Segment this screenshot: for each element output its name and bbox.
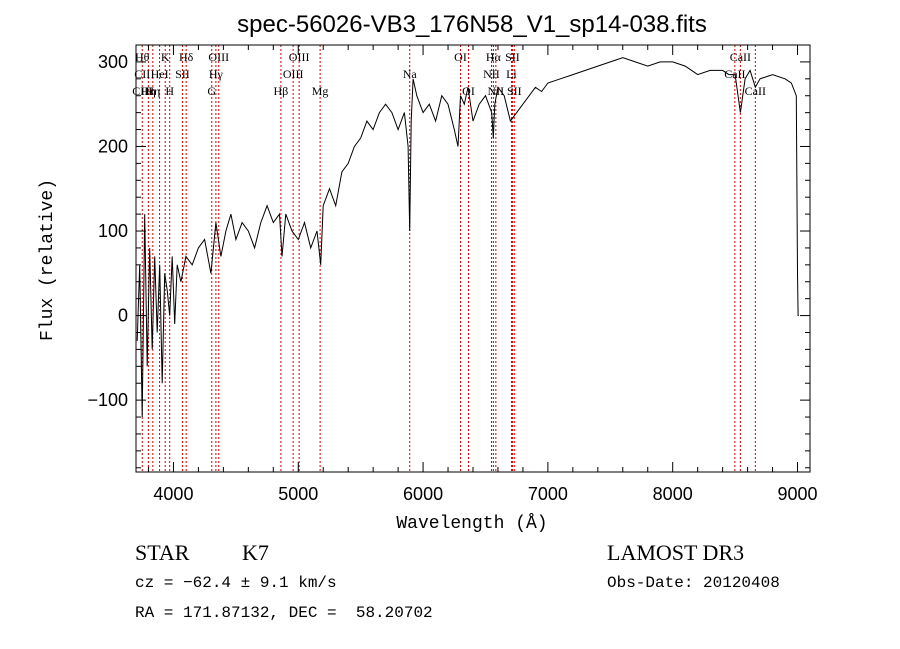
line-label: OI: [454, 50, 467, 64]
y-axis-label: Flux (relative): [38, 179, 58, 341]
y-tick-label: 0: [118, 306, 128, 326]
x-tick-label: 8000: [653, 484, 693, 504]
spectrum-series-flux: [136, 57, 799, 418]
x-tick-label: 9000: [777, 484, 817, 504]
line-label: HeI: [151, 67, 169, 81]
redshift-cz: cz = −62.4 ± 9.1 km/s: [135, 574, 337, 592]
line-label: Li: [506, 67, 517, 81]
y-tick-label: 100: [98, 221, 128, 241]
x-axis: 4000 5000 6000 7000 8000 9000: [147, 45, 818, 504]
line-label: K: [161, 50, 170, 64]
line-label: CaII: [724, 67, 745, 81]
line-label: Hθ: [135, 50, 150, 64]
x-tick-label: 5000: [278, 484, 318, 504]
x-tick-label: 6000: [403, 484, 443, 504]
y-tick-label: 200: [98, 136, 128, 156]
line-label: OI: [462, 84, 475, 98]
line-label: Mg: [312, 84, 329, 98]
y-axis: −100 0 100 200 300: [87, 44, 810, 469]
line-label: NII: [483, 67, 500, 81]
line-label: CaII: [730, 50, 751, 64]
line-label: CaII: [745, 84, 766, 98]
y-tick-label: −100: [87, 390, 128, 410]
x-tick-label: 4000: [153, 484, 193, 504]
chart-title: spec-56026-VB3_176N58_V1_sp14-038.fits: [237, 11, 707, 38]
line-markers: [141, 45, 756, 472]
line-label: OIII: [289, 50, 310, 64]
line-label: OIII: [208, 50, 229, 64]
line-label: Hα: [486, 50, 502, 64]
line-label: NII: [488, 84, 505, 98]
line-label: SII: [507, 84, 522, 98]
coordinates: RA = 171.87132, DEC = 58.20702: [135, 604, 433, 622]
line-label: SII: [505, 50, 520, 64]
x-tick-label: 7000: [528, 484, 568, 504]
survey-name: LAMOST DR3: [607, 540, 745, 565]
line-label: Hη: [145, 84, 160, 98]
x-axis-label: Wavelength (Å): [396, 513, 547, 534]
line-label: Hη: [141, 84, 156, 98]
line-label: OIII: [283, 67, 304, 81]
object-class: STAR: [135, 540, 190, 565]
line-label: CIII: [132, 84, 152, 98]
line-label: H: [165, 84, 174, 98]
line-label: Hδ: [179, 50, 194, 64]
plot-frame: [135, 44, 811, 473]
obs-date: Obs-Date: 20120408: [607, 574, 780, 592]
line-label: CII: [134, 67, 150, 81]
line-label: G: [207, 84, 216, 98]
line-label: Hβ: [274, 84, 289, 98]
line-label: Na: [403, 67, 418, 81]
object-subclass: K7: [242, 540, 269, 565]
line-labels: HθCIICIIIHηHηHeIKHSIIHδGHγOIIIHβOIIIOIII…: [132, 50, 766, 98]
y-tick-label: 300: [98, 52, 128, 72]
line-label: SII: [175, 67, 190, 81]
line-label: Hγ: [209, 67, 224, 81]
